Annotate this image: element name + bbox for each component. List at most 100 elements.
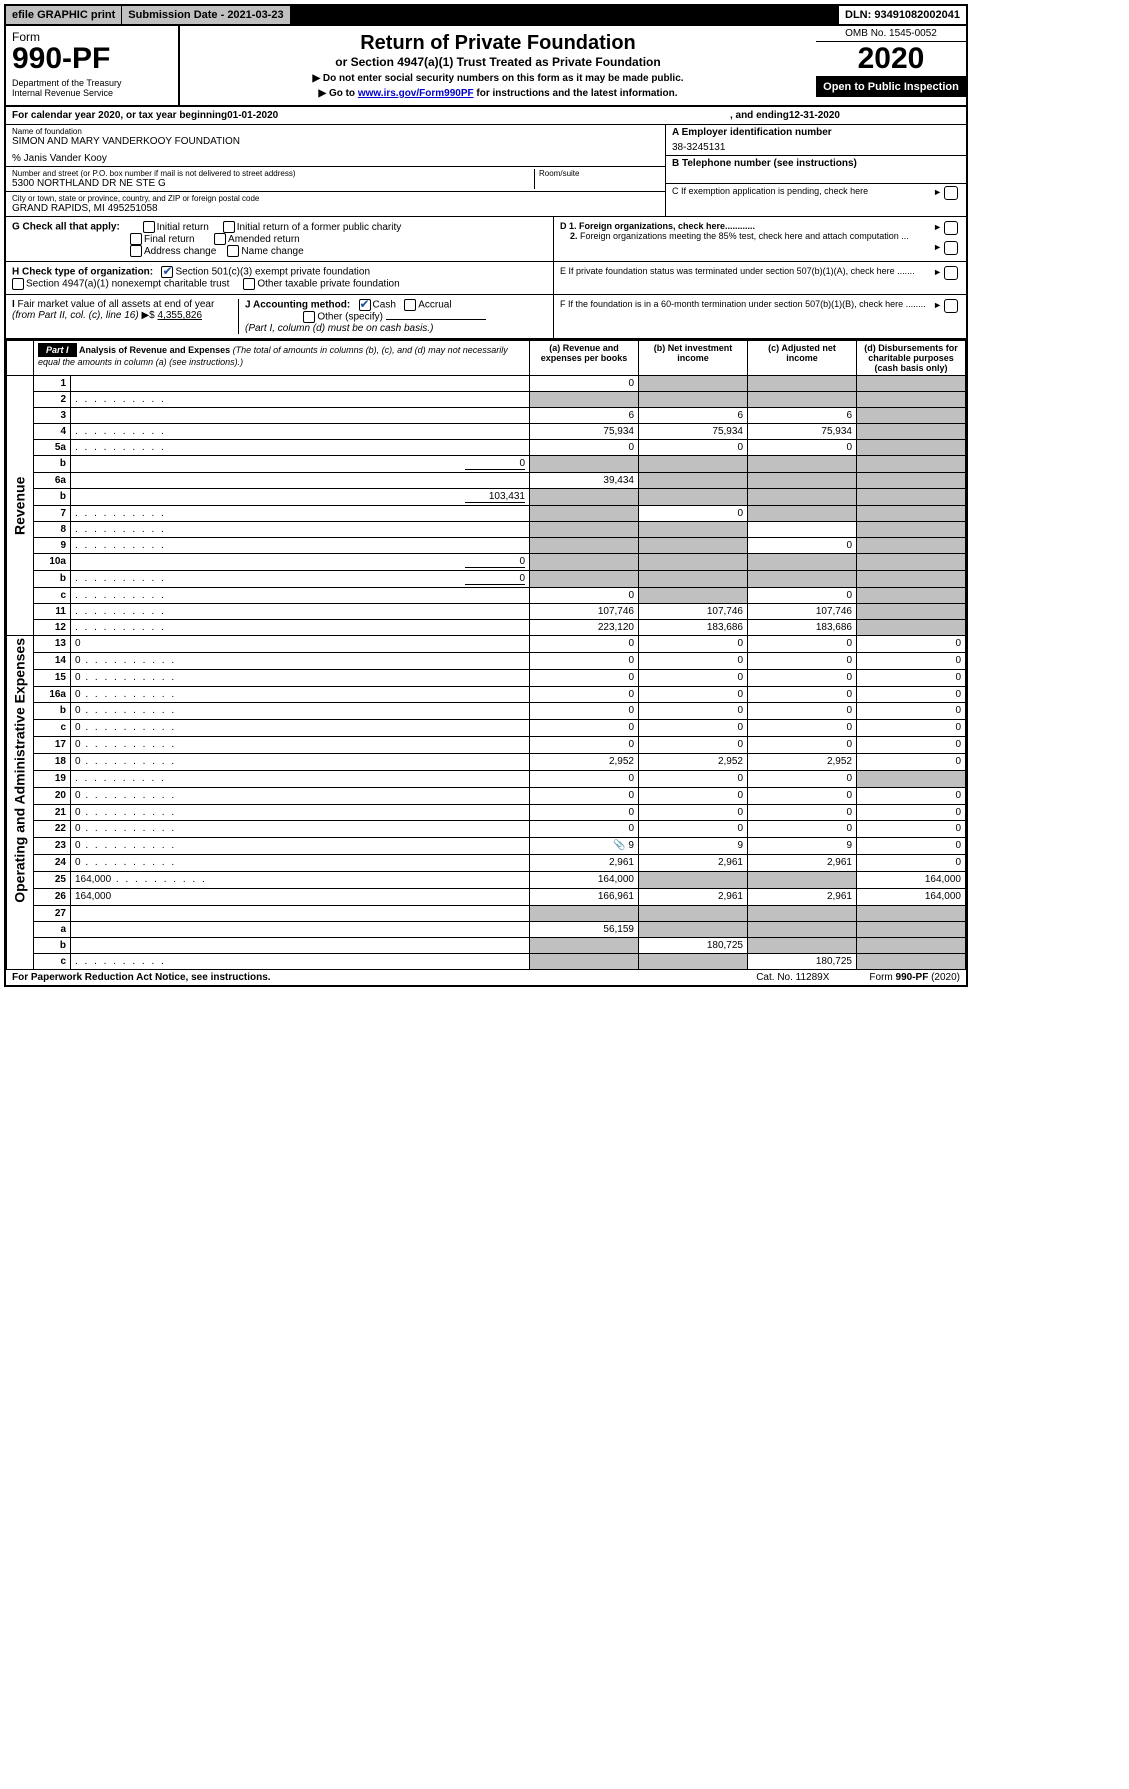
table-row: 2100000 xyxy=(7,804,966,821)
cell-col-d xyxy=(857,620,966,636)
part1-table: Part I Analysis of Revenue and Expenses … xyxy=(6,340,966,970)
table-row: 230📎 9990 xyxy=(7,838,966,855)
year-begin: 01-01-2020 xyxy=(227,110,278,121)
cell-col-d xyxy=(857,604,966,620)
cell-col-d: 0 xyxy=(857,737,966,754)
cell-col-a: 0 xyxy=(530,652,639,669)
line-number: 24 xyxy=(34,855,71,872)
initial-former-checkbox[interactable] xyxy=(223,221,235,233)
room-label: Room/suite xyxy=(539,169,659,178)
part1-heading: Analysis of Revenue and Expenses xyxy=(79,345,230,355)
cell-col-d xyxy=(857,376,966,392)
cell-col-b: 0 xyxy=(639,720,748,737)
cell-col-b: 183,686 xyxy=(639,620,748,636)
other-taxable-checkbox[interactable] xyxy=(243,278,255,290)
line-description: 0 xyxy=(71,571,530,588)
initial-return-checkbox[interactable] xyxy=(143,221,155,233)
instruction-1: ▶ Do not enter social security numbers o… xyxy=(190,73,806,84)
cell-col-c: 0 xyxy=(748,686,857,703)
line-number: 17 xyxy=(34,737,71,754)
j-label: J Accounting method: xyxy=(245,300,350,311)
cell-col-a: 39,434 xyxy=(530,473,639,489)
line-description: 0 xyxy=(71,456,530,473)
4947-checkbox[interactable] xyxy=(12,278,24,290)
cell-col-c xyxy=(748,376,857,392)
line-number: 25 xyxy=(34,872,71,889)
d1-label: D 1. Foreign organizations, check here..… xyxy=(560,221,755,231)
table-row: 90 xyxy=(7,538,966,554)
cell-col-c: 0 xyxy=(748,804,857,821)
accrual-checkbox[interactable] xyxy=(404,299,416,311)
instructions-link[interactable]: www.irs.gov/Form990PF xyxy=(358,88,474,99)
cell-col-b: 0 xyxy=(639,440,748,456)
line-description: 0 xyxy=(71,787,530,804)
cell-col-d: 0 xyxy=(857,804,966,821)
cell-col-c: 0 xyxy=(748,703,857,720)
cell-col-d: 0 xyxy=(857,703,966,720)
line-number: 21 xyxy=(34,804,71,821)
cell-col-d xyxy=(857,554,966,571)
501c3-checkbox[interactable] xyxy=(161,266,173,278)
exemption-pending-label: C If exemption application is pending, c… xyxy=(672,186,868,196)
line-description: 0 xyxy=(71,804,530,821)
h-label: H Check type of organization: xyxy=(12,267,153,278)
line-number: 7 xyxy=(34,506,71,522)
cell-col-d xyxy=(857,473,966,489)
cell-col-a: 223,120 xyxy=(530,620,639,636)
table-row: 475,93475,93475,934 xyxy=(7,424,966,440)
line-number: 14 xyxy=(34,652,71,669)
cell-col-c: 2,952 xyxy=(748,754,857,771)
ein-label: A Employer identification number xyxy=(672,127,960,138)
line-number: b xyxy=(34,571,71,588)
cell-col-d: 0 xyxy=(857,855,966,872)
status-terminated-checkbox[interactable] xyxy=(944,266,958,280)
cell-col-d: 164,000 xyxy=(857,872,966,889)
cell-col-d: 0 xyxy=(857,636,966,653)
table-row: 25164,000164,000164,000 xyxy=(7,872,966,889)
foreign-85-checkbox[interactable] xyxy=(944,241,958,255)
identification-block: Name of foundation SIMON AND MARY VANDER… xyxy=(6,125,966,217)
dept-label: Department of the TreasuryInternal Reven… xyxy=(12,78,172,98)
cell-col-a xyxy=(530,489,639,506)
cell-col-c: 6 xyxy=(748,408,857,424)
cell-col-a: 0 xyxy=(530,737,639,754)
cell-col-b xyxy=(639,473,748,489)
final-return-checkbox[interactable] xyxy=(130,233,142,245)
page-footer: For Paperwork Reduction Act Notice, see … xyxy=(6,970,966,985)
line-number: 4 xyxy=(34,424,71,440)
other-method-checkbox[interactable] xyxy=(303,311,315,323)
line-description: 0 xyxy=(71,838,530,855)
g-label: G Check all that apply: xyxy=(12,222,120,233)
foreign-org-checkbox[interactable] xyxy=(944,221,958,235)
exemption-checkbox[interactable] xyxy=(944,186,958,200)
cell-col-d xyxy=(857,953,966,969)
cell-col-a: 0 xyxy=(530,440,639,456)
name-change-checkbox[interactable] xyxy=(227,245,239,257)
table-row: 26164,000166,9612,9612,961164,000 xyxy=(7,888,966,905)
line-description: 0 xyxy=(71,720,530,737)
calendar-year-row: For calendar year 2020, or tax year begi… xyxy=(6,107,966,125)
form-footer-label: Form 990-PF (2020) xyxy=(869,972,960,983)
line-description xyxy=(71,538,530,554)
cell-col-a: 0 xyxy=(530,669,639,686)
cell-col-b: 0 xyxy=(639,787,748,804)
table-row: 1700000 xyxy=(7,737,966,754)
j-note: (Part I, column (d) must be on cash basi… xyxy=(245,323,433,334)
ein-value: 38-3245131 xyxy=(672,142,960,153)
cell-col-b: 0 xyxy=(639,669,748,686)
line-number: 10a xyxy=(34,554,71,571)
section-h-e-row: H Check type of organization: Section 50… xyxy=(6,262,966,295)
phone-label: B Telephone number (see instructions) xyxy=(672,158,960,169)
cell-col-b: 9 xyxy=(639,838,748,855)
amended-return-checkbox[interactable] xyxy=(214,233,226,245)
instruction-2: ▶ Go to www.irs.gov/Form990PF for instru… xyxy=(190,88,806,99)
table-row: 5a000 xyxy=(7,440,966,456)
address-change-checkbox[interactable] xyxy=(130,245,142,257)
cell-col-d xyxy=(857,588,966,604)
line-description xyxy=(71,770,530,787)
cell-col-b xyxy=(639,554,748,571)
60-month-checkbox[interactable] xyxy=(944,299,958,313)
cell-col-b: 0 xyxy=(639,770,748,787)
cash-checkbox[interactable] xyxy=(359,299,371,311)
name-label: Name of foundation xyxy=(12,127,659,136)
